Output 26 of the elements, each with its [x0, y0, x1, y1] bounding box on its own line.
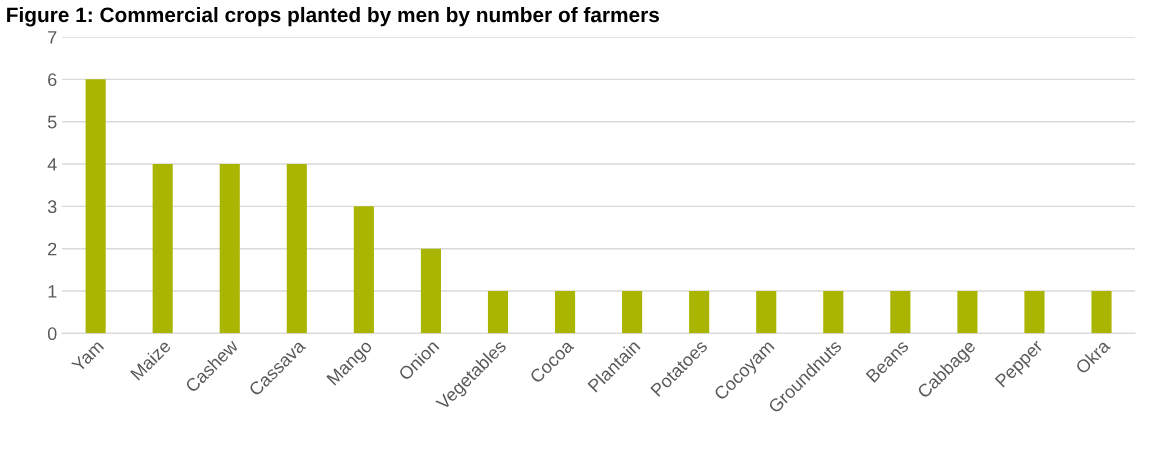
bar: [152, 164, 173, 334]
y-tick-label: 7: [48, 31, 57, 44]
bar: [823, 291, 844, 334]
bar: [353, 206, 374, 334]
bar: [1024, 291, 1045, 334]
bar: [1091, 291, 1112, 334]
bar: [420, 248, 441, 334]
y-tick-label: 0: [47, 327, 57, 341]
bar: [219, 164, 240, 334]
bar: [487, 291, 509, 334]
chart-title: Figure 1: Commercial crops planted by men by number of farmers: [7, 6, 659, 27]
bar: [756, 291, 777, 334]
y-tick-label: 1: [48, 285, 57, 298]
bar: [85, 79, 106, 334]
bar: [622, 291, 643, 334]
y-tick-label: 6: [48, 73, 57, 87]
bar: [689, 291, 710, 334]
bar: [554, 291, 576, 334]
y-tick-label: 5: [47, 115, 57, 129]
y-tick-label: 2: [48, 242, 57, 256]
x-tick-label: Yam: [71, 339, 105, 373]
y-tick-label: 4: [47, 158, 57, 171]
bar: [286, 164, 307, 334]
y-tick-label: 3: [47, 200, 57, 214]
bar: [890, 291, 911, 334]
bar: [957, 291, 978, 334]
